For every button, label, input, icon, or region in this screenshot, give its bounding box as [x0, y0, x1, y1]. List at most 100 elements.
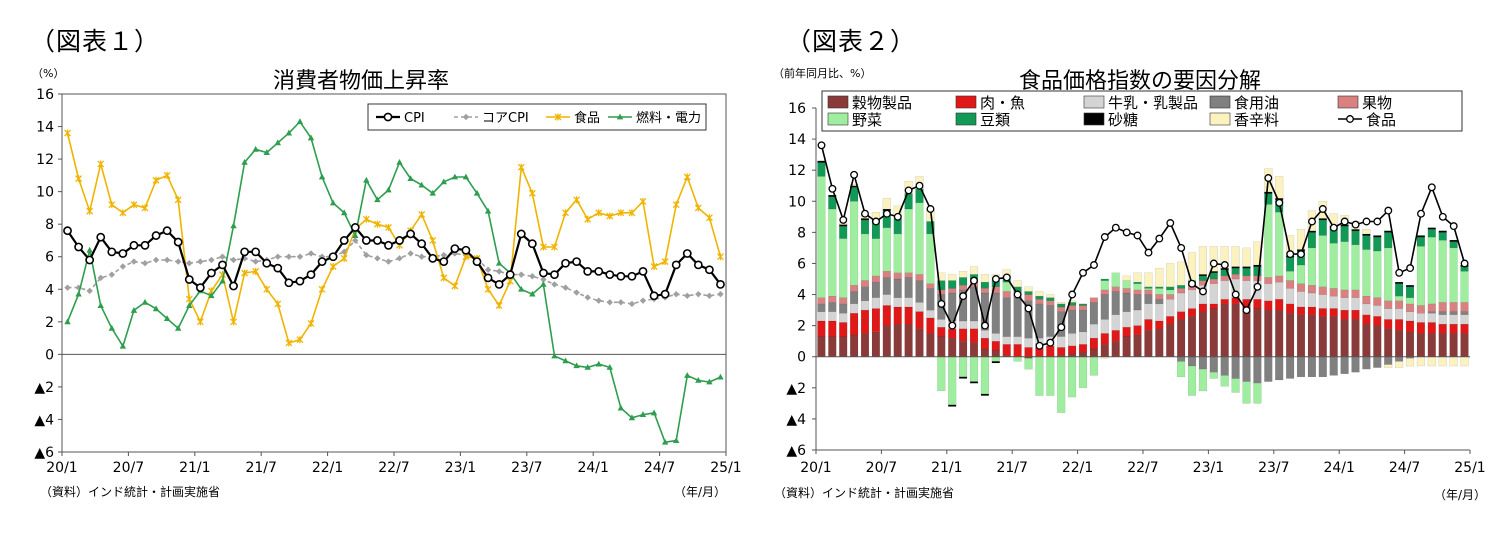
- chart2-bar-segment: [926, 317, 935, 334]
- chart1-data-point: [527, 239, 537, 249]
- chart1-data-point: [672, 201, 680, 209]
- chart2-bar-segment: [850, 291, 859, 304]
- chart1-y-tick-label: ▲4: [34, 412, 54, 428]
- chart2-bar-segment: [991, 356, 1000, 362]
- chart1-data-point: [174, 196, 182, 204]
- chart1-data-point: [108, 201, 116, 209]
- chart1-data-point: [627, 271, 637, 281]
- chart2-bar-segment: [948, 288, 957, 294]
- chart2-bar-segment: [1405, 286, 1415, 298]
- chart2-bar-segment: [1133, 334, 1142, 357]
- chart2-bar-segment: [1177, 292, 1186, 312]
- chart1-data-point: [317, 257, 327, 267]
- chart2-bar-segment: [991, 341, 1000, 351]
- chart2-bar-segment: [860, 219, 870, 235]
- chart2-bar-segment: [1155, 303, 1164, 322]
- chart2-bar-segment: [980, 337, 989, 350]
- chart1-data-point: [152, 176, 160, 184]
- chart2-legend-swatch: [1083, 95, 1105, 109]
- chart2-food-point: [1275, 198, 1284, 207]
- chart2-bar-segment: [882, 305, 891, 326]
- chart2-bar-segment: [1242, 247, 1251, 267]
- chart1-data-point: [649, 291, 659, 301]
- chart2-bar-segment: [1318, 235, 1327, 287]
- chart1-data-point: [684, 372, 691, 378]
- chart2-bar-segment: [1449, 247, 1458, 303]
- chart1-data-point: [218, 260, 227, 270]
- chart1-data-point: [163, 171, 171, 179]
- chart2-bar-segment: [839, 238, 848, 298]
- chart2-bar-segment: [1416, 246, 1425, 306]
- chart1-data-point: [284, 278, 294, 288]
- chart2-bar-segment: [1046, 300, 1055, 306]
- chart2-legend-label: 穀物製品: [852, 94, 912, 112]
- chart2-bar-segment: [1373, 250, 1382, 298]
- chart2-bar-segment: [1155, 299, 1164, 305]
- chart2-bar-segment: [1013, 280, 1022, 287]
- chart2-bar-segment: [1340, 309, 1349, 320]
- chart2-bar-segment: [1209, 356, 1218, 373]
- chart2-bar-segment: [1242, 267, 1251, 277]
- chart2-bar-segment: [828, 302, 837, 312]
- chart2-food-point: [1035, 341, 1044, 350]
- chart1-data-point: [97, 274, 104, 282]
- chart1-data-point: [396, 255, 403, 262]
- chart2-bar-segment: [1416, 236, 1425, 247]
- chart2-bar-segment: [893, 272, 902, 280]
- chart1-data-point: [162, 226, 172, 236]
- chart2-bar-segment: [1395, 300, 1404, 309]
- chart2-bar-segment: [828, 336, 837, 357]
- chart1-data-point: [540, 280, 547, 287]
- chart2-bar-segment: [1111, 341, 1120, 357]
- chart1-data-point: [628, 209, 636, 217]
- chart2-bar-segment: [893, 323, 902, 357]
- chart2-bar-segment: [1405, 285, 1415, 287]
- chart2-bar-segment: [828, 295, 837, 303]
- chart2-food-point: [893, 212, 902, 221]
- chart1-data-point: [141, 298, 149, 305]
- chart2-bar-segment: [1373, 297, 1382, 306]
- chart2-food-point: [1079, 268, 1087, 277]
- chart2-food-point: [1384, 206, 1393, 215]
- chart2-bar-segment: [991, 361, 1000, 364]
- chart2-bar-segment: [1220, 303, 1229, 357]
- chart2-bar-segment: [1133, 272, 1142, 283]
- chart2-bar-segment: [1024, 337, 1033, 348]
- chart2-food-point: [1220, 261, 1229, 269]
- chart2-bar-segment: [1078, 305, 1088, 311]
- chart1-data-point: [518, 285, 525, 292]
- chart2-bar-segment: [1231, 378, 1240, 393]
- chart2-bar-segment: [1209, 278, 1218, 284]
- chart1-data-point: [64, 129, 71, 137]
- chart2-bar-segment: [1133, 283, 1142, 291]
- chart2-bar-segment: [1177, 288, 1186, 294]
- chart2-bar-segment: [904, 297, 913, 308]
- chart1-legend-marker: [383, 112, 393, 122]
- chart1-data-point: [130, 307, 138, 313]
- chart2-legend-label: 香辛料: [1234, 111, 1279, 129]
- chart1-legend-marker: [462, 113, 470, 121]
- chart2-bar-segment: [1209, 303, 1218, 309]
- chart1-x-tick-label: 24/7: [644, 460, 675, 476]
- chart2-food-point: [1406, 264, 1415, 273]
- chart1-data-point: [108, 324, 115, 331]
- chart2-bar-segment: [1177, 319, 1186, 357]
- chart2-bar-segment: [1078, 303, 1088, 306]
- chart1-data-point: [86, 207, 94, 215]
- chart2-bar-segment: [1057, 336, 1066, 348]
- chart2-bar-segment: [1286, 280, 1295, 289]
- chart1-data-point: [152, 305, 160, 312]
- chart1-data-point: [97, 302, 104, 308]
- chart1-data-point: [517, 163, 525, 171]
- chart2-bar-segment: [948, 328, 957, 339]
- chart1-data-point: [385, 223, 392, 231]
- chart2-bar-segment: [1220, 375, 1229, 387]
- chart2-bar-segment: [969, 320, 979, 329]
- chart1-data-point: [429, 236, 437, 244]
- chart2-bar-segment: [1460, 302, 1469, 312]
- chart2-bar-segment: [1438, 323, 1447, 334]
- chart2-bar-segment: [817, 303, 826, 312]
- chart2-bar-segment: [1307, 356, 1316, 378]
- chart1-data-point: [484, 285, 492, 293]
- chart2-bar-segment: [1438, 311, 1447, 315]
